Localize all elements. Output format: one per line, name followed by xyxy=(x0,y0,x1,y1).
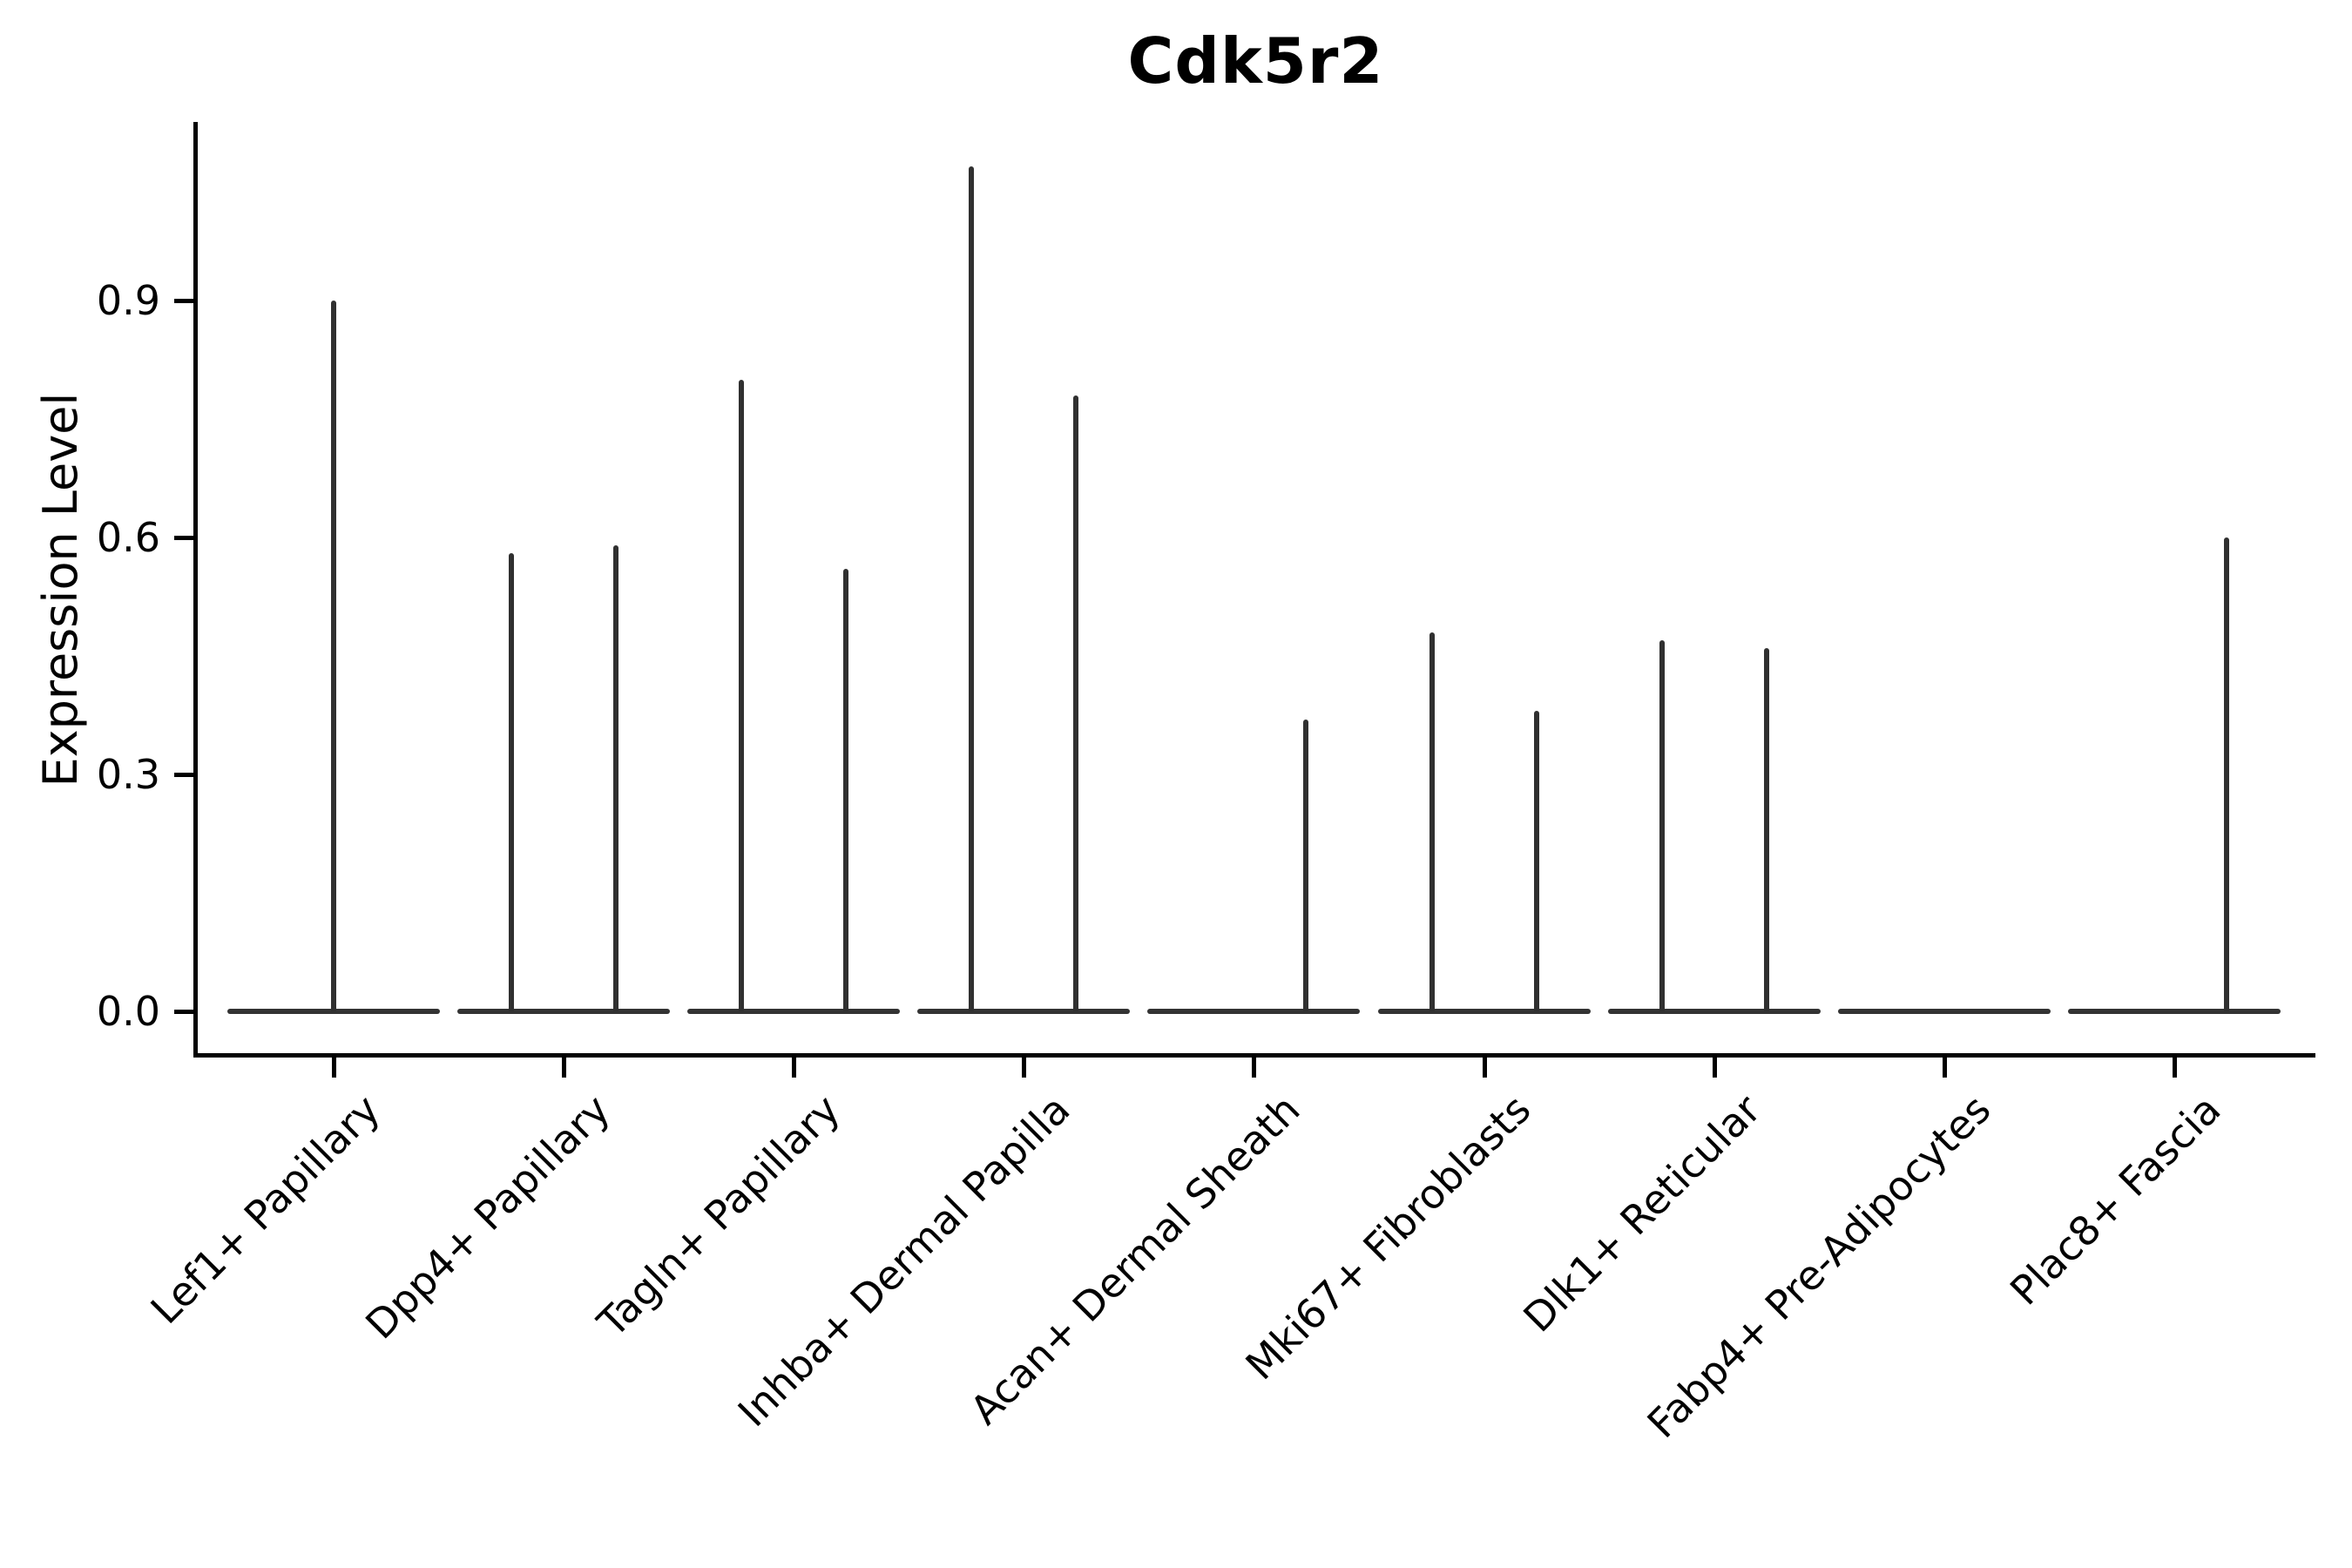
violin-spike xyxy=(331,300,336,1011)
violin-spike xyxy=(739,379,745,1011)
x-tick xyxy=(1942,1058,1947,1078)
y-tick-label: 0.0 xyxy=(96,988,160,1035)
y-axis-label: Expression Level xyxy=(33,392,88,787)
violin-spike xyxy=(1073,395,1079,1011)
y-tick xyxy=(174,535,193,540)
violin-spike xyxy=(1659,639,1665,1011)
y-tick xyxy=(174,1010,193,1014)
y-tick-label: 0.9 xyxy=(96,276,160,324)
violin-zero-body xyxy=(1837,1009,2051,1014)
violin-zero-body xyxy=(227,1009,440,1014)
violin-spike xyxy=(1533,711,1539,1011)
x-tick xyxy=(562,1058,567,1078)
violin-spike xyxy=(843,569,849,1011)
x-axis-spine xyxy=(193,1053,2315,1058)
violin-spike xyxy=(1763,647,1769,1011)
violin-zero-body xyxy=(1377,1009,1591,1014)
violin-zero-body xyxy=(1147,1009,1361,1014)
violin-zero-body xyxy=(457,1009,671,1014)
violin-zero-body xyxy=(687,1009,901,1014)
x-tick xyxy=(1482,1058,1487,1078)
violin-zero-body xyxy=(2067,1009,2281,1014)
y-axis-spine xyxy=(193,122,198,1058)
violin-spike xyxy=(2223,537,2229,1011)
violin-spike xyxy=(1303,719,1309,1011)
violin-spike xyxy=(509,553,515,1011)
y-tick-label: 0.6 xyxy=(96,513,160,561)
plot-title: Cdk5r2 xyxy=(1127,24,1384,98)
x-tick xyxy=(1712,1058,1717,1078)
violin-zero-body xyxy=(1607,1009,1821,1014)
x-tick xyxy=(2172,1058,2177,1078)
x-tick xyxy=(792,1058,797,1078)
y-tick xyxy=(174,772,193,777)
x-tick xyxy=(1022,1058,1027,1078)
violin-spike xyxy=(969,166,975,1011)
violin-spike xyxy=(613,545,619,1011)
violin-zero-body xyxy=(917,1009,1131,1014)
y-tick-label: 0.3 xyxy=(96,750,160,798)
violin-spike xyxy=(1429,632,1435,1011)
x-tick xyxy=(332,1058,336,1078)
y-tick xyxy=(174,298,193,303)
x-tick xyxy=(1252,1058,1257,1078)
